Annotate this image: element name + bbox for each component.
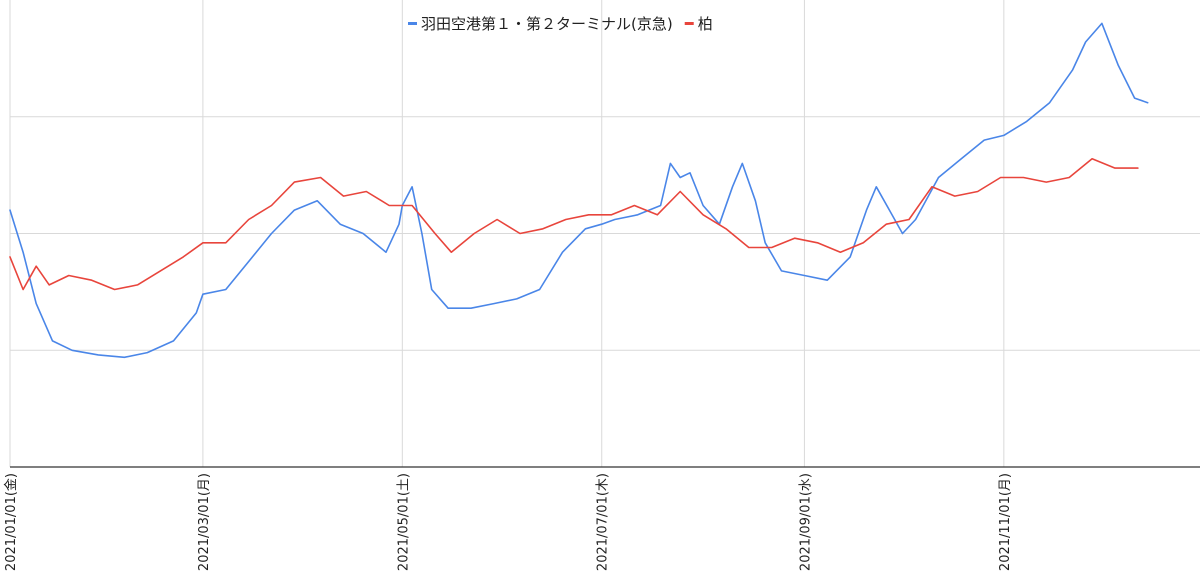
x-tick-label: 2021/09/01(水) (798, 473, 813, 571)
x-tick-label: 2021/01/01(金) (3, 473, 19, 571)
legend-swatch-haneda (408, 22, 417, 25)
series-group (9, 22, 1149, 359)
series-line-haneda (9, 22, 1149, 359)
x-tick-labels: 2021/01/01(金) 2021/03/01(月) 2021/05/01(土) 2… (3, 473, 1013, 571)
legend-label-haneda: 羽田空港第１・第２ターミナル(京急) (421, 15, 673, 33)
x-tick-label: 2021/05/01(土) (396, 473, 411, 571)
legend-swatch-kashiwa (684, 22, 694, 25)
x-tick-label: 2021/03/01(月) (197, 473, 212, 571)
grid (9, 0, 1200, 467)
legend-label-kashiwa: 柏 (698, 15, 713, 33)
series-line-kashiwa (9, 158, 1139, 291)
x-tick-label: 2021/11/01(月) (998, 473, 1013, 571)
x-tick-label: 2021/07/01(木) (596, 473, 611, 571)
legend: 羽田空港第１・第２ターミナル(京急) 柏 (408, 15, 713, 33)
